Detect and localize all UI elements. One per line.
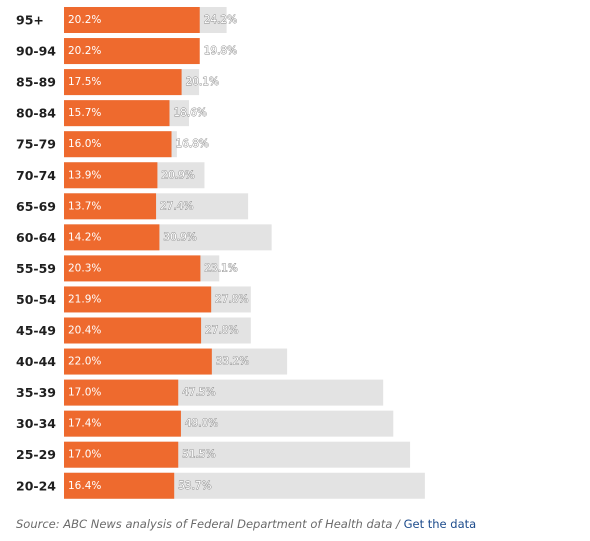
bar-row: 50-54 21.9% 27.8% [16, 286, 251, 313]
category-label: 25-29 [16, 447, 56, 462]
bar-row: 95+ 20.2% 24.2% [16, 7, 238, 33]
category-label: 75-79 [16, 137, 56, 152]
bar-row: 40-44 22.0% 33.2% [16, 348, 288, 375]
category-label: 65-69 [16, 199, 56, 214]
get-the-data-link[interactable]: Get the data [403, 517, 477, 531]
orange-value-label: 14.2% [68, 231, 101, 243]
grey-value-label: 24.2% [204, 14, 237, 26]
orange-bar [64, 38, 200, 65]
category-label: 90-94 [16, 44, 56, 59]
orange-value-label: 17.0% [68, 449, 101, 461]
orange-bar [64, 472, 175, 499]
orange-bar [64, 193, 157, 220]
orange-bar [64, 441, 179, 468]
bar-row: 90-94 20.2% 19.8% [16, 38, 238, 65]
grey-value-label: 20.1% [186, 76, 219, 88]
bar-row: 60-64 14.2% 30.9% [16, 224, 272, 251]
orange-bar [64, 317, 202, 344]
orange-value-label: 15.7% [68, 107, 101, 119]
orange-value-label: 13.9% [68, 169, 101, 181]
orange-value-label: 13.7% [68, 200, 101, 212]
orange-bar [64, 286, 212, 313]
orange-value-label: 17.0% [68, 387, 101, 399]
grey-value-label: 33.2% [216, 356, 249, 368]
category-label: 45-49 [16, 323, 56, 338]
orange-bar [64, 348, 212, 375]
category-label: 55-59 [16, 261, 56, 276]
orange-value-label: 20.2% [68, 45, 101, 57]
grey-value-label: 30.9% [163, 231, 196, 243]
bar-row: 85-89 17.5% 20.1% [16, 69, 219, 96]
orange-bar [64, 255, 201, 282]
bar-row: 25-29 17.0% 51.5% [16, 441, 411, 468]
category-label: 30-34 [16, 416, 56, 431]
grey-value-label: 23.1% [204, 262, 237, 274]
grey-value-label: 18.6% [174, 107, 207, 119]
grey-value-label: 27.8% [205, 325, 238, 337]
grey-value-label: 53.7% [178, 480, 211, 492]
orange-bar [64, 100, 170, 127]
orange-bar [64, 410, 181, 437]
orange-value-label: 16.4% [68, 480, 101, 492]
bar-chart: 95+ 20.2% 24.2% 90-94 20.2% 19.8% 85-89 17.5% 20… [16, 7, 425, 499]
source-separator: / [392, 517, 404, 531]
orange-value-label: 20.3% [68, 262, 101, 274]
bar-row: 30-34 17.4% 49.0% [16, 410, 394, 437]
bar-row: 65-69 13.7% 27.4% [16, 193, 249, 220]
grey-value-label: 27.8% [215, 293, 248, 305]
bar-row: 35-39 17.0% 47.5% [16, 379, 384, 406]
bar-row: 45-49 20.4% 27.8% [16, 317, 251, 344]
category-label: 85-89 [16, 75, 56, 90]
grey-value-label: 19.8% [204, 45, 237, 57]
grey-value-label: 47.5% [182, 387, 215, 399]
orange-value-label: 16.0% [68, 138, 101, 150]
orange-value-label: 17.4% [68, 418, 101, 430]
category-label: 95+ [16, 13, 44, 28]
orange-bar [64, 131, 172, 158]
grey-value-label: 49.0% [185, 418, 218, 430]
source-note: Source: ABC News analysis of Federal Dep… [16, 517, 476, 531]
grey-value-label: 27.4% [160, 200, 193, 212]
category-label: 80-84 [16, 106, 56, 121]
bar-row: 75-79 16.0% 16.8% [16, 131, 209, 158]
bar-row: 20-24 16.4% 53.7% [16, 472, 425, 499]
bar-row: 70-74 13.9% 20.9% [16, 162, 205, 189]
grey-value-label: 16.8% [176, 138, 209, 150]
category-label: 70-74 [16, 168, 56, 183]
orange-value-label: 20.2% [68, 14, 101, 26]
category-label: 35-39 [16, 385, 56, 400]
orange-value-label: 21.9% [68, 293, 101, 305]
orange-bar [64, 7, 200, 33]
grey-value-label: 20.9% [161, 169, 194, 181]
source-text: Source: ABC News analysis of Federal Dep… [16, 517, 393, 531]
orange-bar [64, 69, 182, 96]
bar-row: 55-59 20.3% 23.1% [16, 255, 238, 282]
category-label: 20-24 [16, 478, 56, 493]
category-label: 40-44 [16, 354, 56, 369]
category-label: 60-64 [16, 230, 56, 245]
bar-row: 80-84 15.7% 18.6% [16, 100, 207, 127]
orange-bar [64, 379, 179, 406]
orange-value-label: 20.4% [68, 325, 101, 337]
grey-value-label: 51.5% [182, 449, 215, 461]
orange-value-label: 17.5% [68, 76, 101, 88]
orange-bar [64, 162, 158, 189]
orange-value-label: 22.0% [68, 356, 101, 368]
orange-bar [64, 224, 160, 251]
category-label: 50-54 [16, 292, 56, 307]
